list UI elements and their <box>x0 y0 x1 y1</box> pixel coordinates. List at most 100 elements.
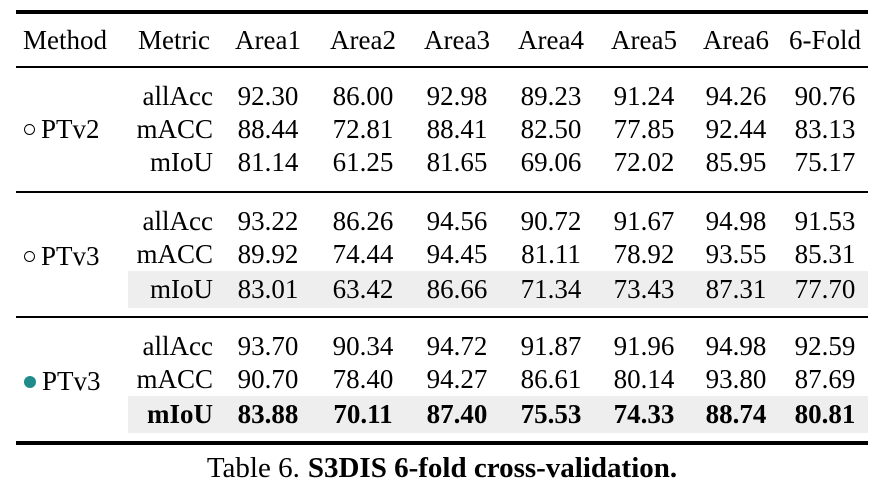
method-group-ptv2-0: PTv2 allAcc 92.30 86.00 92.98 89.23 91.24 94.26… <box>16 68 868 191</box>
value-cell: 83.01 <box>220 271 316 308</box>
column-header-6fold: 6-Fold <box>788 24 861 55</box>
value-cell: 94.98 <box>705 206 767 236</box>
caption-title: S3DIS 6-fold cross-validation. <box>307 452 678 484</box>
value-cell: 87.69 <box>794 364 856 394</box>
value-cell: 70.11 <box>316 396 410 433</box>
group-divider-rule <box>16 316 868 318</box>
metric-cell: mACC <box>136 114 213 144</box>
value-cell: 91.53 <box>794 206 856 236</box>
value-cell: 86.00 <box>332 81 394 111</box>
value-cell: 73.43 <box>598 271 690 308</box>
method-group-ptv3-2: PTv3 allAcc 93.70 90.34 94.72 91.87 91.96 94.98… <box>16 318 868 441</box>
value-cell: 88.41 <box>426 114 488 144</box>
value-cell: 80.81 <box>782 396 868 433</box>
value-cell: 80.14 <box>613 364 675 394</box>
open-circle-icon <box>24 124 35 135</box>
value-cell: 77.70 <box>782 271 868 308</box>
value-cell: 92.98 <box>426 81 488 111</box>
table-body: PTv2 allAcc 92.30 86.00 92.98 89.23 91.24 94.26… <box>16 68 868 441</box>
top-rule <box>16 10 868 14</box>
method-cell: PTv3 <box>16 330 128 433</box>
header-rule <box>16 66 868 68</box>
open-circle-icon <box>24 251 35 262</box>
column-header-area3: Area3 <box>424 24 490 55</box>
metric-cell: allAcc <box>142 331 213 361</box>
value-cell: 93.55 <box>705 239 767 269</box>
value-cell: 94.27 <box>426 364 488 394</box>
value-cell: 78.92 <box>613 239 675 269</box>
value-cell: 91.24 <box>613 81 675 111</box>
value-cell: 91.67 <box>613 206 675 236</box>
value-cell: 88.44 <box>237 114 299 144</box>
value-cell: 78.40 <box>332 364 394 394</box>
method-label: PTv3 <box>41 241 100 271</box>
value-cell: 90.34 <box>332 331 394 361</box>
value-cell: 77.85 <box>613 114 675 144</box>
value-cell: 92.30 <box>237 81 299 111</box>
value-cell: 89.92 <box>237 239 299 269</box>
value-cell: 69.06 <box>520 147 582 177</box>
value-cell: 85.95 <box>705 147 767 177</box>
value-cell: 94.56 <box>426 206 488 236</box>
value-cell: 92.44 <box>705 114 767 144</box>
value-cell: 90.76 <box>794 81 856 111</box>
value-cell: 94.45 <box>426 239 488 269</box>
metric-cell: mIoU <box>150 147 213 177</box>
metric-cell: mACC <box>136 239 213 269</box>
value-cell: 83.13 <box>794 114 856 144</box>
bottom-rule <box>16 441 868 445</box>
value-cell: 75.53 <box>504 396 598 433</box>
value-cell: 74.44 <box>332 239 394 269</box>
value-cell: 61.25 <box>332 147 394 177</box>
value-cell: 94.26 <box>705 81 767 111</box>
value-cell: 86.26 <box>332 206 394 236</box>
value-cell: 87.31 <box>690 271 782 308</box>
value-cell: 72.81 <box>332 114 394 144</box>
value-cell: 81.14 <box>237 147 299 177</box>
table-caption: Table 6. S3DIS 6-fold cross-validation. <box>16 452 868 485</box>
value-cell: 88.74 <box>690 396 782 433</box>
metric-cell: mIoU <box>128 271 220 308</box>
method-cell: PTv2 <box>16 80 128 179</box>
value-cell: 63.42 <box>316 271 410 308</box>
value-cell: 85.31 <box>794 239 856 269</box>
metric-cell: allAcc <box>142 206 213 236</box>
column-header-area1: Area1 <box>235 24 301 55</box>
method-group-ptv3-1: PTv3 allAcc 93.22 86.26 94.56 90.72 91.67 94.98… <box>16 193 868 316</box>
table-header-row: Method Metric Area1 Area2 Area3 Area4 Ar… <box>16 14 868 66</box>
value-cell: 93.80 <box>705 364 767 394</box>
filled-circle-icon <box>24 375 36 388</box>
value-cell: 75.17 <box>794 147 856 177</box>
value-cell: 86.61 <box>520 364 582 394</box>
value-cell: 82.50 <box>520 114 582 144</box>
value-cell: 90.70 <box>237 364 299 394</box>
value-cell: 90.72 <box>520 206 582 236</box>
value-cell: 83.88 <box>220 396 316 433</box>
value-cell: 91.96 <box>613 331 675 361</box>
value-cell: 81.65 <box>426 147 488 177</box>
value-cell: 89.23 <box>520 81 582 111</box>
group-divider-rule <box>16 191 868 193</box>
column-header-area4: Area4 <box>518 24 584 55</box>
value-cell: 74.33 <box>598 396 690 433</box>
caption-prefix: Table 6. <box>206 452 300 484</box>
value-cell: 87.40 <box>410 396 504 433</box>
metric-cell: mACC <box>136 364 213 394</box>
column-header-metric: Metric <box>138 24 210 55</box>
value-cell: 93.70 <box>237 331 299 361</box>
method-label: PTv2 <box>41 114 100 144</box>
method-label: PTv3 <box>42 366 101 396</box>
value-cell: 71.34 <box>504 271 598 308</box>
metric-cell: allAcc <box>142 81 213 111</box>
value-cell: 72.02 <box>613 147 675 177</box>
column-header-method: Method <box>23 24 107 55</box>
value-cell: 86.66 <box>410 271 504 308</box>
metric-cell: mIoU <box>128 396 220 433</box>
value-cell: 94.98 <box>705 331 767 361</box>
value-cell: 91.87 <box>520 331 582 361</box>
table-figure: Method Metric Area1 Area2 Area3 Area4 Ar… <box>16 0 868 485</box>
value-cell: 81.11 <box>521 239 581 269</box>
value-cell: 93.22 <box>237 206 299 236</box>
value-cell: 92.59 <box>794 331 856 361</box>
column-header-area5: Area5 <box>611 24 677 55</box>
